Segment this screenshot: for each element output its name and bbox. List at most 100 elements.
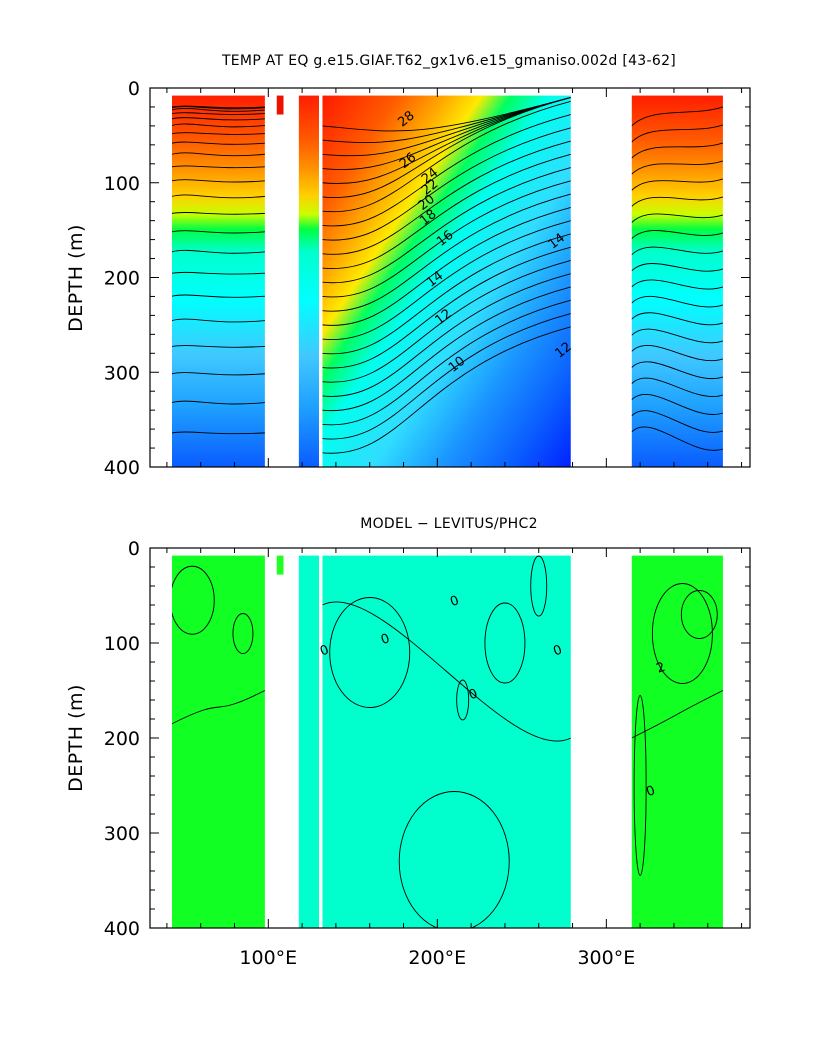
land-gap bbox=[319, 88, 323, 467]
isotherm bbox=[631, 124, 724, 143]
difference-contour bbox=[484, 602, 526, 684]
isotherm bbox=[322, 97, 571, 143]
y-tick-label: 100 bbox=[104, 633, 140, 655]
isotherm bbox=[322, 233, 571, 355]
x-tick-label: 200°E bbox=[408, 947, 466, 969]
isotherm bbox=[171, 132, 265, 135]
isotherm bbox=[171, 294, 265, 298]
land-gap bbox=[319, 548, 323, 928]
isotherm bbox=[631, 160, 724, 175]
temperature-fill bbox=[171, 95, 723, 467]
y-tick-label: 200 bbox=[104, 728, 140, 750]
isotherm bbox=[322, 114, 571, 227]
isotherm bbox=[171, 271, 265, 275]
top-y-axis-label: DEPTH (m) bbox=[65, 224, 87, 332]
isotherm bbox=[171, 431, 265, 435]
ocean-segment bbox=[298, 95, 320, 467]
isotherm bbox=[171, 345, 265, 348]
difference-contour bbox=[232, 613, 254, 654]
isotherm bbox=[322, 97, 571, 132]
y-tick-label: 200 bbox=[104, 268, 140, 290]
isotherm bbox=[631, 263, 724, 272]
isotherm bbox=[322, 97, 571, 199]
difference-contour bbox=[171, 690, 266, 725]
isotherm bbox=[171, 249, 265, 254]
land-gap bbox=[264, 548, 299, 928]
isotherm bbox=[322, 167, 571, 284]
isotherm bbox=[171, 105, 265, 109]
isotherm bbox=[322, 260, 571, 383]
isotherm bbox=[631, 213, 724, 223]
isotherm bbox=[322, 246, 571, 369]
isotherm bbox=[171, 400, 265, 405]
isotherm bbox=[171, 318, 265, 323]
isotherm bbox=[322, 193, 571, 312]
isotherm bbox=[322, 313, 571, 440]
y-tick-label: 400 bbox=[104, 457, 140, 479]
isotherm bbox=[631, 279, 724, 290]
isotherm bbox=[322, 286, 571, 412]
isotherm bbox=[171, 123, 265, 128]
y-tick-label: 100 bbox=[104, 173, 140, 195]
top-panel-title: TEMP AT EQ g.e15.GIAF.T62_gx1v6.e15_gman… bbox=[221, 53, 676, 69]
difference-contour bbox=[633, 695, 647, 876]
temperature-panel: TEMP AT EQ g.e15.GIAF.T62_gx1v6.e15_gman… bbox=[65, 53, 751, 479]
x-tick-label: 300°E bbox=[577, 947, 635, 969]
isotherm bbox=[171, 152, 265, 157]
difference-contour bbox=[651, 583, 713, 684]
x-tick-label: 100°E bbox=[239, 947, 297, 969]
ocean-segment bbox=[298, 555, 320, 928]
isotherm bbox=[322, 97, 571, 170]
difference-contour bbox=[322, 601, 572, 742]
isotherm bbox=[631, 106, 724, 127]
y-tick-label: 0 bbox=[128, 538, 140, 560]
isotherm bbox=[631, 246, 724, 256]
difference-contour bbox=[631, 690, 724, 739]
y-tick-label: 400 bbox=[104, 918, 140, 940]
difference-panel: MODEL − LEVITUS/PHC2 0 100 200 300 400 100°E 2… bbox=[65, 516, 751, 969]
difference-contour bbox=[398, 791, 510, 928]
isotherm bbox=[322, 127, 571, 241]
isotherm bbox=[631, 377, 724, 397]
isotherm bbox=[322, 97, 571, 157]
isotherm bbox=[171, 179, 265, 183]
ocean-segment bbox=[171, 555, 265, 928]
isotherm bbox=[322, 140, 571, 255]
top-axes: 0 100 200 300 400 bbox=[104, 78, 751, 479]
isotherm bbox=[322, 299, 571, 426]
land-gap bbox=[264, 88, 299, 467]
land-gap bbox=[570, 548, 632, 928]
ocean-segment bbox=[631, 95, 723, 467]
isotherm bbox=[171, 194, 265, 199]
isotherm bbox=[322, 220, 571, 341]
isotherm bbox=[322, 180, 571, 298]
isotherm bbox=[171, 106, 265, 110]
y-tick-label: 300 bbox=[104, 823, 140, 845]
isotherm bbox=[631, 312, 724, 326]
isotherm bbox=[171, 117, 265, 121]
temperature-field bbox=[150, 88, 750, 467]
isotherm bbox=[631, 345, 724, 362]
ocean-segment bbox=[322, 555, 571, 928]
isotherm bbox=[171, 141, 265, 145]
temperature-contours bbox=[171, 97, 724, 454]
isotherm bbox=[631, 361, 724, 380]
isotherm bbox=[631, 196, 724, 207]
island-column bbox=[276, 555, 284, 575]
isotherm bbox=[631, 230, 724, 239]
y-tick-label: 300 bbox=[104, 362, 140, 384]
ocean-segment bbox=[322, 95, 571, 467]
isotherm bbox=[171, 112, 265, 115]
difference-contour bbox=[530, 555, 548, 617]
difference-contour bbox=[680, 590, 718, 639]
isotherm bbox=[322, 97, 571, 184]
isotherm bbox=[631, 426, 724, 451]
isotherm bbox=[631, 142, 724, 159]
island-column bbox=[276, 95, 284, 115]
isotherm bbox=[631, 295, 724, 308]
bottom-y-axis-label: DEPTH (m) bbox=[65, 684, 87, 792]
isotherm bbox=[171, 230, 265, 234]
ocean-segment bbox=[631, 555, 723, 928]
isotherm bbox=[171, 165, 265, 169]
isotherm bbox=[631, 328, 724, 344]
